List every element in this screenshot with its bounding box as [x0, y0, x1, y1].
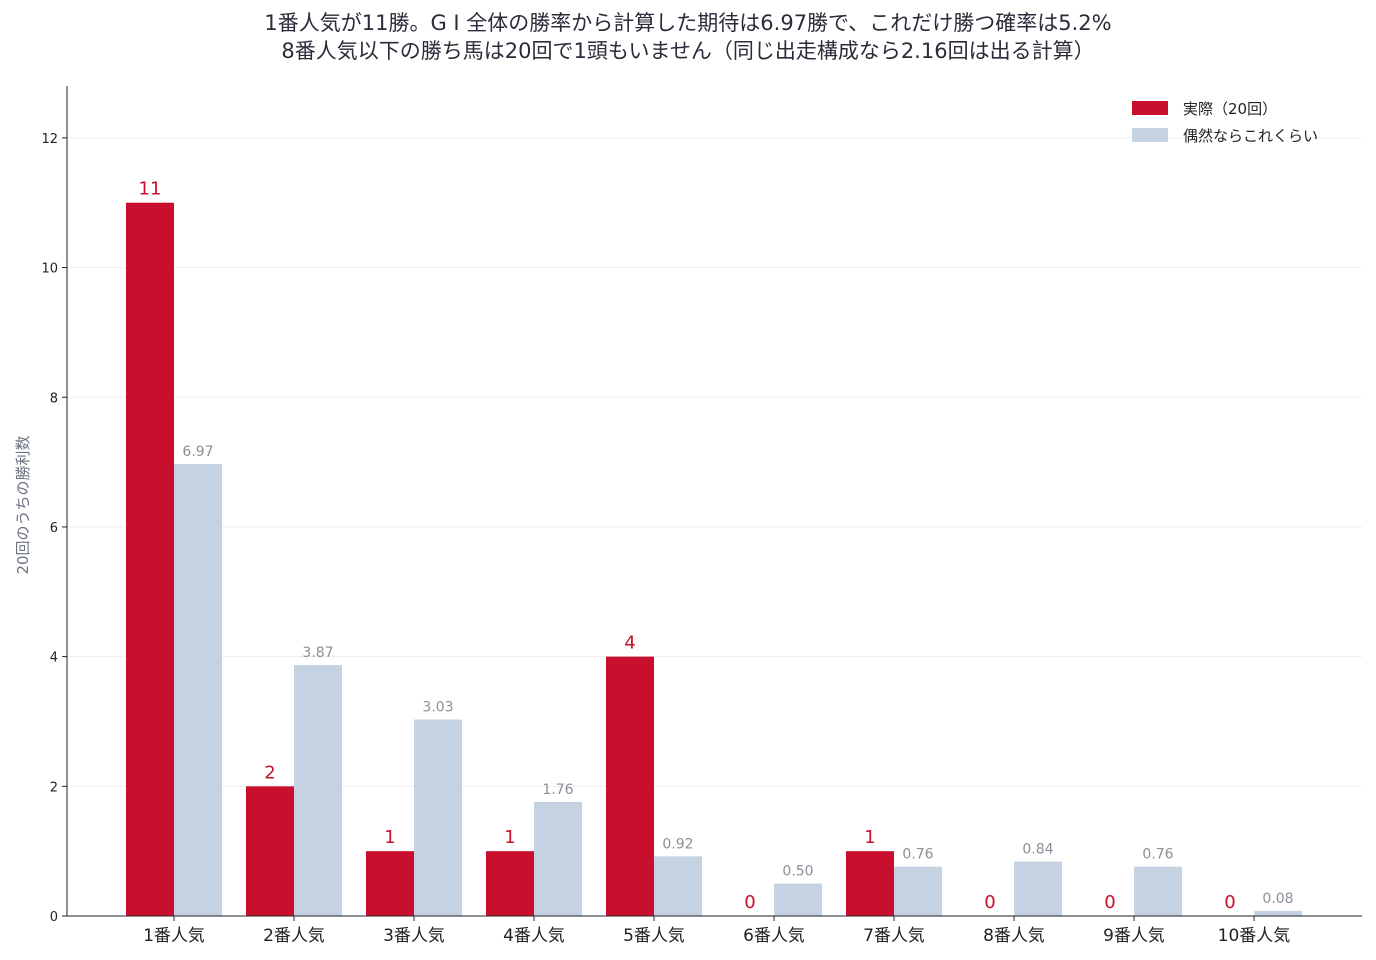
x-tick-label: 8番人気 — [983, 926, 1045, 946]
data-label-expected: 0.50 — [782, 864, 813, 880]
y-axis-label: 20回のうちの勝利数 — [14, 435, 32, 574]
y-tick-label: 8 — [50, 391, 58, 406]
x-tick-label: 7番人気 — [863, 926, 925, 946]
x-tick-label: 4番人気 — [503, 926, 565, 946]
legend-swatch — [1132, 101, 1168, 115]
x-tick-label: 10番人気 — [1218, 926, 1291, 946]
data-label-expected: 0.84 — [1022, 842, 1053, 858]
bar-expected — [174, 464, 222, 916]
bar-actual — [486, 851, 534, 916]
data-label-expected: 3.87 — [302, 645, 333, 661]
bar-expected — [1014, 861, 1062, 916]
x-tick-label: 9番人気 — [1103, 926, 1165, 946]
data-label-actual: 1 — [384, 827, 395, 848]
data-label-expected: 0.92 — [662, 836, 693, 852]
data-label-expected: 0.08 — [1262, 891, 1293, 907]
gridlines — [67, 137, 1362, 787]
legend: 実際（20回） 偶然ならこれくらい — [1132, 100, 1318, 145]
x-tick-label: 1番人気 — [143, 926, 205, 946]
y-tick-label: 4 — [50, 651, 58, 666]
y-tick-label: 12 — [41, 132, 58, 147]
bar-expected — [894, 866, 942, 916]
bar-actual — [846, 851, 894, 916]
data-label-actual: 0 — [744, 892, 755, 913]
data-label-actual: 4 — [624, 633, 635, 654]
data-labels: 11 6.97 2 3.87 1 3.03 1 1.76 4 0.92 0 0.50 1 0.76 0 0.8… — [139, 179, 1294, 913]
chart-title-line-1: 1番人気が11勝。G I 全体の勝率から計算した期待は6.97勝で、これだけ勝つ… — [264, 11, 1112, 35]
y-tick-label: 10 — [41, 262, 58, 277]
bar-actual — [246, 786, 294, 916]
legend-label: 実際（20回） — [1183, 100, 1277, 118]
data-label-expected: 0.76 — [902, 847, 933, 863]
data-label-actual: 1 — [504, 827, 515, 848]
y-tick-label: 6 — [50, 521, 58, 536]
y-tick-label: 0 — [50, 910, 58, 925]
bar-actual — [126, 202, 174, 916]
data-label-expected: 3.03 — [422, 700, 453, 716]
data-label-actual: 0 — [1224, 892, 1235, 913]
data-label-expected: 1.76 — [542, 782, 573, 798]
x-tick-label: 2番人気 — [263, 926, 325, 946]
x-tick-label: 6番人気 — [743, 926, 805, 946]
x-tick-label: 5番人気 — [623, 926, 685, 946]
data-label-expected: 0.76 — [1142, 847, 1173, 863]
chart-title-line-2: 8番人気以下の勝ち馬は20回で1頭もいません（同じ出走構成なら2.16回は出る計… — [281, 39, 1095, 63]
bar-expected — [534, 801, 582, 916]
bars — [126, 202, 1302, 916]
bar-actual — [606, 656, 654, 916]
bar-actual — [366, 851, 414, 916]
y-tick-label: 2 — [50, 780, 58, 795]
data-label-actual: 0 — [1104, 892, 1115, 913]
bar-expected — [294, 665, 342, 916]
data-label-actual: 1 — [864, 827, 875, 848]
data-label-actual: 2 — [264, 762, 275, 783]
data-label-actual: 0 — [984, 892, 995, 913]
data-label-expected: 6.97 — [182, 444, 213, 460]
bar-expected — [1134, 866, 1182, 916]
data-label-actual: 11 — [139, 179, 162, 200]
legend-swatch — [1132, 128, 1168, 142]
bar-expected — [414, 719, 462, 916]
legend-label: 偶然ならこれくらい — [1183, 127, 1318, 145]
x-tick-label: 3番人気 — [383, 926, 445, 946]
bar-expected — [1254, 910, 1302, 916]
bar-expected — [774, 883, 822, 916]
bar-expected — [654, 856, 702, 916]
